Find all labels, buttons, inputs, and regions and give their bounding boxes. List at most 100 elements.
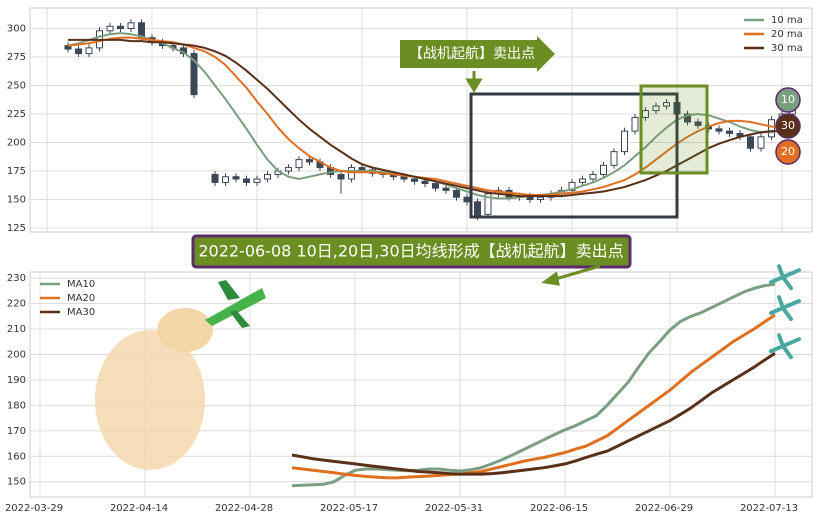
plane-icon [769, 264, 801, 291]
candle-body [715, 128, 723, 132]
y-tick-label: 275 [7, 52, 26, 63]
candle-body [589, 173, 597, 180]
y-tick-label: 230 [7, 273, 26, 284]
candle-body [463, 196, 471, 203]
banner-text: 2022-06-08 10日,20日,30日均线形成【战机起航】卖出点 [198, 242, 623, 261]
candle-body [348, 167, 355, 180]
candle-body [222, 176, 229, 183]
candle-body [64, 45, 72, 50]
candle-body [138, 22, 145, 39]
candle-body [600, 164, 607, 175]
end-badge-label: 10 [781, 93, 795, 106]
candle-body [190, 53, 198, 96]
candle-body [75, 48, 82, 55]
y-tick-label: 150 [7, 195, 26, 206]
x-tick-label: 2022-03-29 [5, 503, 63, 514]
candle-body [663, 102, 670, 107]
y-tick-label: 225 [7, 109, 26, 120]
banner-arrow [541, 264, 601, 286]
highlight-box [469, 92, 679, 219]
candle-body [211, 173, 219, 183]
ma-line [291, 351, 776, 476]
candle-body [117, 25, 124, 30]
y-tick-label: 175 [7, 166, 26, 177]
x-tick-label: 2022-06-29 [635, 503, 693, 514]
candle-body [568, 181, 576, 191]
x-tick-label: 2022-07-13 [740, 503, 798, 514]
x-tick-label: 2022-06-15 [530, 503, 588, 514]
legend-label: MA20 [67, 293, 95, 304]
candle-body [253, 178, 261, 183]
end-badge-label: 20 [781, 145, 795, 158]
down-arrow [465, 71, 483, 93]
candle-body [358, 167, 366, 171]
x-tick-label: 2022-05-31 [425, 503, 483, 514]
candle-body [684, 113, 691, 123]
end-badge [775, 113, 801, 139]
x-tick-label: 2022-04-28 [215, 503, 273, 514]
y-tick-label: 300 [7, 24, 26, 35]
candle-body [411, 178, 418, 182]
candle-body [264, 173, 271, 180]
ma-line [68, 38, 793, 198]
legend-label: MA10 [67, 279, 95, 290]
candle-body [421, 180, 429, 185]
x-tick-label: 2022-05-17 [320, 503, 378, 514]
candle-body [726, 130, 733, 134]
y-tick-label: 250 [7, 81, 26, 92]
candle-body [337, 173, 345, 180]
candle-body [621, 130, 628, 153]
end-badge-label: 30 [781, 119, 795, 132]
candle-body [295, 159, 303, 169]
y-tick-label: 220 [7, 299, 26, 310]
x-tick-label: 2022-04-14 [110, 503, 168, 514]
candle-body [747, 136, 754, 149]
plane-icon [769, 295, 801, 322]
top-annotation: 【战机起航】卖出点 [409, 46, 535, 62]
plane-illustration [95, 280, 266, 470]
ma-line [291, 313, 776, 480]
y-tick-label: 190 [7, 375, 26, 386]
end-badge [775, 139, 801, 165]
candle-body [453, 189, 460, 198]
y-tick-label: 210 [7, 324, 26, 335]
candle-body [432, 183, 439, 189]
candle-body [484, 193, 492, 215]
y-tick-label: 125 [7, 223, 26, 234]
y-tick-label: 170 [7, 426, 26, 437]
legend-label: 30 ma [771, 43, 803, 54]
ma-line [291, 282, 776, 488]
highlight-box [639, 84, 709, 175]
candle-body [652, 105, 660, 112]
end-badge [775, 87, 801, 113]
plane-icon [769, 333, 801, 360]
candle-body [579, 178, 586, 183]
y-tick-label: 160 [7, 451, 26, 462]
candle-body [232, 176, 240, 180]
y-tick-label: 200 [7, 138, 26, 149]
candle-body [474, 201, 481, 218]
legend-label: MA30 [67, 307, 95, 318]
candle-body [106, 25, 114, 32]
legend-label: 10 ma [771, 15, 803, 26]
candle-body [85, 47, 93, 55]
candle-body [631, 116, 639, 132]
candle-body [537, 196, 544, 201]
candle-body [768, 119, 775, 138]
legend-label: 20 ma [771, 29, 803, 40]
candle-body [243, 178, 250, 183]
y-tick-label: 200 [7, 349, 26, 360]
candle-body [442, 187, 450, 191]
candle-body [127, 22, 135, 30]
banner [191, 234, 632, 269]
ma-line [67, 36, 793, 196]
candle-body [694, 121, 702, 126]
candle-body [400, 176, 408, 180]
y-tick-label: 180 [7, 400, 26, 411]
y-tick-label: 150 [7, 477, 26, 488]
candle-body [285, 167, 292, 172]
annotation-arrow [400, 36, 555, 72]
candle-body [757, 136, 765, 149]
candle-body [306, 159, 313, 163]
